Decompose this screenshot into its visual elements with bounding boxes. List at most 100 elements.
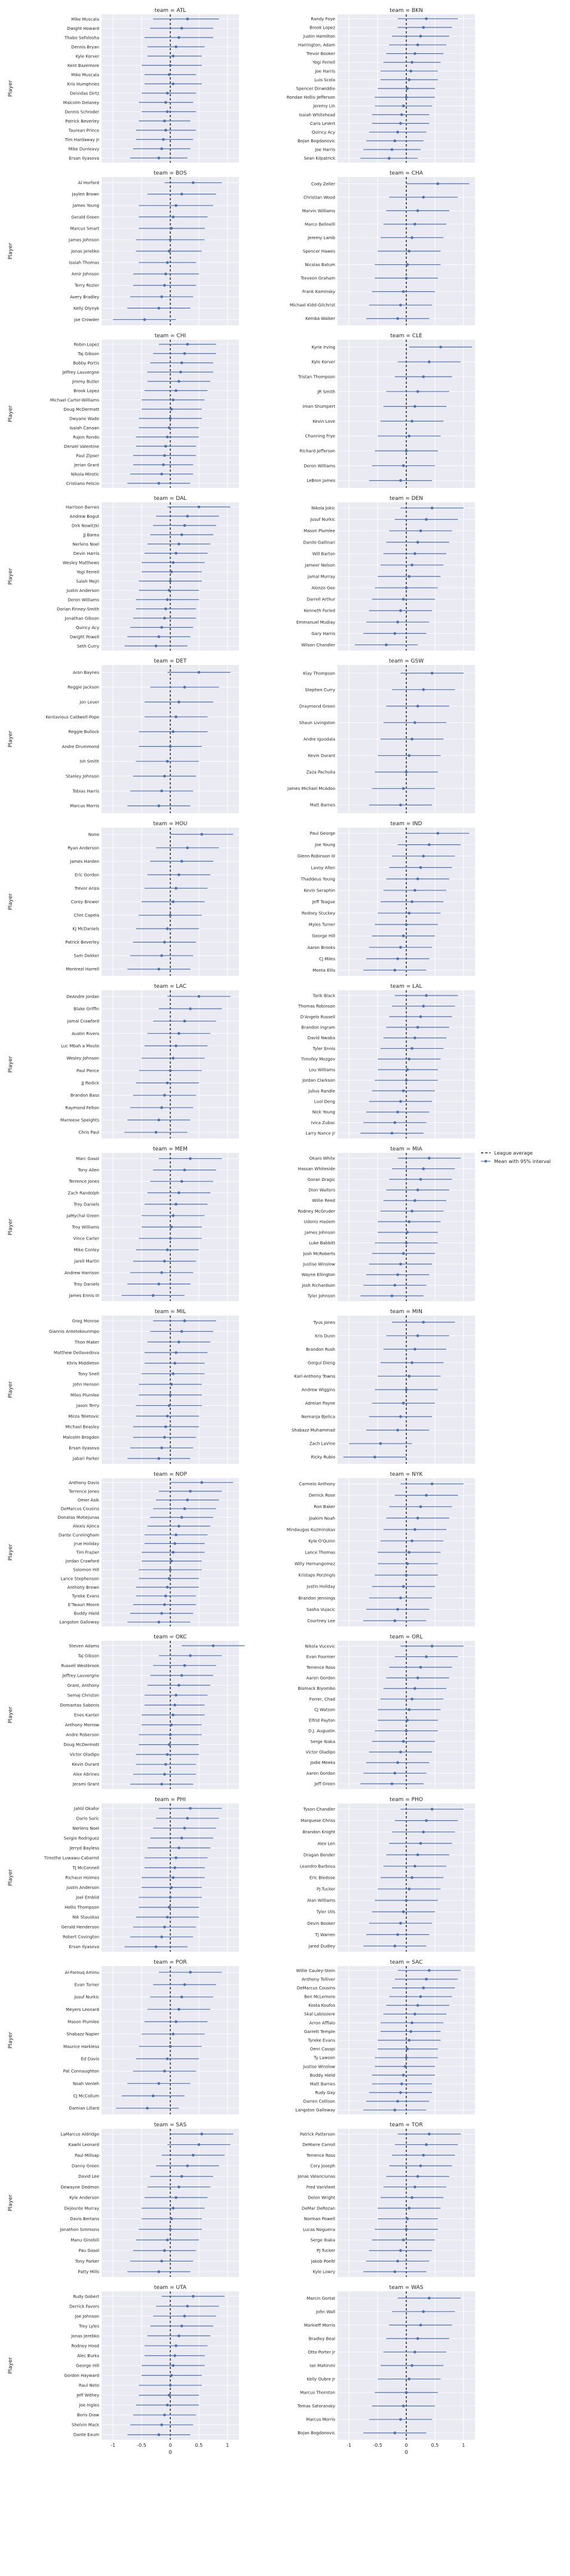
player-label: Cristiano Felicio [66, 481, 99, 486]
mean-point [404, 586, 408, 590]
mean-point [171, 730, 175, 733]
player-label: Patrick Beverley [65, 119, 99, 124]
mean-point [160, 295, 163, 298]
mean-point [436, 832, 440, 835]
player-label: None [88, 832, 99, 837]
x-tick-label: 0.5 [431, 2443, 439, 2448]
mean-point [186, 846, 189, 850]
mean-point [404, 1079, 408, 1082]
player-label: Jeremy Lin [312, 104, 335, 109]
mean-point [419, 2164, 422, 2168]
y-axis-label: Player [8, 1056, 14, 1073]
mean-point [180, 193, 183, 196]
mean-point [399, 303, 402, 307]
player-label: Al-Farouq Aminu [65, 1970, 99, 1975]
mean-point [171, 900, 175, 904]
player-label: Gordon Hayward [64, 2373, 99, 2378]
mean-point [393, 1619, 397, 1622]
player-label: Dario Saric [76, 1816, 100, 1821]
player-label: Justin Holiday [306, 1585, 335, 1589]
mean-point [183, 1020, 186, 1023]
player-label: Ryan Anderson [68, 846, 99, 850]
mean-point [160, 1611, 163, 1615]
facet-title: team = OKC [154, 1634, 186, 1640]
mean-point [166, 1753, 169, 1756]
player-label: Kris Humphries [68, 82, 100, 87]
mean-point [410, 1361, 413, 1365]
mean-point [171, 561, 175, 564]
mean-point [170, 2217, 173, 2220]
mean-point [402, 1585, 405, 1588]
player-label: Matthew Dellavedova [54, 1351, 99, 1356]
x-tick-label: -0.5 [373, 2443, 382, 2448]
mean-point [162, 463, 165, 466]
player-label: Glenn Robinson III [298, 854, 335, 859]
mean-point [171, 82, 175, 86]
player-label: Ersan Ilyasova [69, 1945, 99, 1949]
mean-point [396, 1429, 399, 1432]
mean-point [163, 283, 166, 287]
mean-point [183, 1983, 186, 1986]
mean-point [428, 360, 431, 364]
mean-point [167, 1743, 171, 1746]
player-label: Troy Daniels [73, 1282, 99, 1287]
player-label: Thomas Robinson [298, 1004, 335, 1009]
player-label: Sam Dekker [73, 954, 99, 959]
player-label: Josh McRoberts [303, 1252, 336, 1256]
mean-point [174, 2344, 177, 2348]
player-label: Clint Capela [74, 913, 99, 918]
mean-point [390, 148, 394, 151]
player-label: James Johnson [304, 1230, 335, 1235]
mean-point [174, 1202, 177, 1206]
player-label: Jakob Poeltl [311, 2259, 335, 2264]
player-label: CJ Miles [319, 957, 335, 962]
mean-point [413, 2186, 416, 2189]
x-tick-label: -1 [111, 2443, 115, 2448]
mean-point [413, 222, 416, 226]
player-label: Jaylen Brown [72, 192, 99, 197]
mean-point [396, 2260, 399, 2263]
player-label: Norman Powell [304, 2217, 335, 2221]
player-label: Victor Oladipo [70, 1753, 99, 1757]
player-label: Deron Williams [304, 463, 335, 468]
facet-title: team = SAC [390, 1960, 423, 1965]
mean-point [399, 1100, 402, 1103]
mean-point [160, 2260, 163, 2263]
player-label: Andrew Harrison [65, 1271, 99, 1275]
mean-point [413, 1036, 416, 1040]
player-label: Russell Westbrook [61, 1664, 100, 1668]
player-label: Christian Wood [304, 195, 335, 200]
mean-point [413, 2351, 416, 2354]
player-label: Kentavious Caldwell-Pope [45, 715, 99, 719]
player-label: Derrick Rose [309, 1493, 335, 1498]
mean-point [186, 514, 189, 518]
mean-point [402, 290, 405, 293]
mean-point [164, 1594, 167, 1598]
player-label: Jeffrey Lauvergne [62, 1673, 99, 1678]
mean-point [180, 26, 183, 30]
player-label: Evan Fournier [307, 1655, 335, 1659]
mean-point [416, 2004, 419, 2007]
player-label: Luc Mbah a Moute [61, 1044, 99, 1049]
mean-point [422, 2310, 425, 2313]
mean-point [402, 1402, 405, 1405]
facet-title: team = SAS [154, 2122, 187, 2128]
player-label: Kyle Korver [76, 54, 100, 59]
y-axis-label: Player [8, 2195, 14, 2211]
player-label: Zach Randolph [68, 1191, 99, 1195]
facet-title: team = MEM [153, 1146, 188, 1152]
mean-point [399, 1415, 402, 1418]
player-label: Victor Oladipo [306, 1750, 335, 1755]
mean-point [163, 1259, 166, 1263]
mean-point [407, 1708, 411, 1711]
mean-point [168, 914, 172, 917]
mean-point [425, 1655, 428, 1658]
x-tick-label: 1 [226, 2443, 229, 2448]
mean-point [416, 877, 419, 881]
mean-point [167, 1404, 171, 1407]
mean-point [407, 1887, 411, 1891]
player-label: PJ Tucker [317, 2248, 335, 2253]
facet-title: team = ATL [155, 8, 186, 14]
player-label: Rodney Stuckey [302, 911, 335, 916]
player-label: Paul Pierce [76, 1069, 99, 1073]
